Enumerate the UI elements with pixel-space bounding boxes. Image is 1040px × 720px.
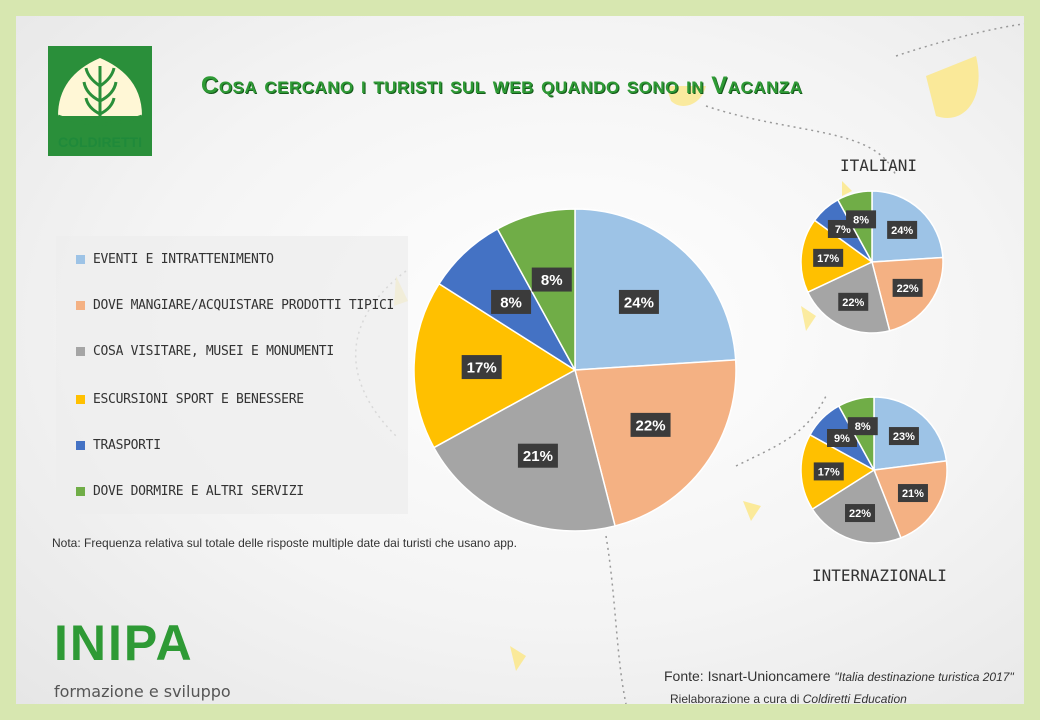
internazionali-chart-title: INTERNAZIONALI bbox=[812, 566, 947, 585]
legend-item-dormire: Dove dormire e altri servizi bbox=[76, 484, 304, 499]
main-data-label-visitare: 21% bbox=[523, 448, 553, 465]
legend-label: Dove dormire e altri servizi bbox=[93, 484, 304, 499]
italiani-data-label-escursioni: 17% bbox=[817, 253, 839, 265]
internazionali-data-label-visitare: 22% bbox=[849, 508, 871, 520]
credit-name: Coldiretti Education bbox=[802, 692, 907, 704]
legend-item-eventi: Eventi e intrattenimento bbox=[76, 252, 274, 267]
internazionali-data-label-eventi: 23% bbox=[893, 431, 915, 443]
legend-item-visitare: Cosa visitare, musei e monumenti bbox=[76, 344, 334, 359]
inipa-logo-text: INIPA bbox=[54, 615, 194, 671]
source-label: Fonte: Isnart-Unioncamere bbox=[664, 668, 831, 684]
legend-item-mangiare: Dove mangiare/acquistare prodotti tipici bbox=[76, 298, 394, 313]
coldiretti-logo-text: COLDIRETTI bbox=[58, 134, 142, 150]
main-label-bg-escursioni bbox=[461, 355, 502, 380]
legend-swatch bbox=[76, 255, 85, 264]
internazionali-label-bg-visitare bbox=[845, 504, 876, 523]
legend-label: Dove mangiare/acquistare prodotti tipici bbox=[93, 298, 395, 313]
italiani-label-bg-escursioni bbox=[813, 248, 844, 267]
main-data-label-trasporti: 8% bbox=[500, 294, 522, 311]
main-data-label-escursioni: 17% bbox=[467, 359, 497, 376]
internazionali-label-bg-escursioni bbox=[813, 462, 844, 481]
italiani-data-label-eventi: 24% bbox=[891, 225, 913, 237]
italiani-data-label-dormire: 8% bbox=[853, 214, 869, 226]
legend-swatch bbox=[76, 441, 85, 450]
source-line: Fonte: Isnart-Unioncamere "Italia destin… bbox=[664, 668, 1014, 684]
italiani-label-bg-mangiare bbox=[892, 278, 923, 297]
italiani-pie: 24%22%22%17%7%8% bbox=[800, 190, 944, 334]
legend-label: Escursioni sport e benessere bbox=[93, 392, 304, 407]
legend-swatch bbox=[76, 301, 85, 310]
main-data-label-dormire: 8% bbox=[541, 272, 563, 289]
source-title: "Italia destinazione turistica 2017" bbox=[834, 670, 1014, 684]
coldiretti-logo bbox=[48, 46, 152, 156]
main-label-bg-trasporti bbox=[491, 289, 532, 314]
italiani-label-bg-visitare bbox=[838, 292, 869, 311]
main-data-label-eventi: 24% bbox=[624, 294, 654, 311]
legend-item-trasporti: Trasporti bbox=[76, 438, 161, 453]
infographic-card: COLDIRETTI Cosa cercano i turisti sul we… bbox=[16, 16, 1024, 704]
italiani-data-label-visitare: 22% bbox=[842, 297, 864, 309]
legend-item-escursioni: Escursioni sport e benessere bbox=[76, 392, 304, 407]
main-slice-mangiare bbox=[574, 359, 737, 527]
chart-legend: Eventi e intrattenimento Dove mangiare/a… bbox=[56, 236, 408, 514]
italiani-data-label-mangiare: 22% bbox=[897, 283, 919, 295]
main-data-label-mangiare: 22% bbox=[636, 417, 666, 434]
italiani-label-bg-eventi bbox=[887, 220, 918, 239]
pie-charts: 24%22%21%17%8%8%24%22%22%17%7%8%23%21%22… bbox=[413, 190, 948, 544]
main-slice-eventi bbox=[574, 208, 737, 371]
main-label-bg-mangiare bbox=[630, 412, 671, 437]
credit-label: Rielaborazione a cura di bbox=[670, 692, 800, 704]
internazionali-data-label-escursioni: 17% bbox=[818, 466, 840, 478]
main-label-bg-dormire bbox=[531, 267, 572, 292]
inipa-tagline: formazione e sviluppo bbox=[54, 682, 231, 701]
legend-swatch bbox=[76, 347, 85, 356]
page-title: Cosa cercano i turisti sul web quando so… bbox=[201, 72, 803, 99]
chart-note: Nota: Frequenza relativa sul totale dell… bbox=[52, 536, 517, 550]
credit-line: Rielaborazione a cura di Coldiretti Educ… bbox=[670, 692, 907, 704]
legend-label: Eventi e intrattenimento bbox=[93, 252, 274, 267]
legend-label: Trasporti bbox=[93, 438, 161, 453]
legend-swatch bbox=[76, 487, 85, 496]
internazionali-label-bg-mangiare bbox=[897, 484, 928, 503]
internazionali-data-label-dormire: 8% bbox=[855, 421, 871, 433]
internazionali-data-label-trasporti: 9% bbox=[834, 433, 850, 445]
italiani-label-bg-dormire bbox=[846, 210, 877, 229]
main-label-bg-visitare bbox=[517, 443, 558, 468]
internazionali-label-bg-dormire bbox=[847, 417, 878, 436]
main-pie: 24% 22% 21% 17% 8% 8% bbox=[413, 208, 737, 532]
internazionali-label-bg-eventi bbox=[888, 427, 919, 446]
main-label-bg-eventi bbox=[618, 289, 659, 314]
internazionali-pie: 23% 21% 22% 17% 9% 8% bbox=[800, 396, 948, 544]
legend-swatch bbox=[76, 395, 85, 404]
italiani-chart-title: ITALIANI bbox=[840, 156, 918, 175]
legend-label: Cosa visitare, musei e monumenti bbox=[93, 344, 334, 359]
internazionali-data-label-mangiare: 21% bbox=[902, 488, 924, 500]
